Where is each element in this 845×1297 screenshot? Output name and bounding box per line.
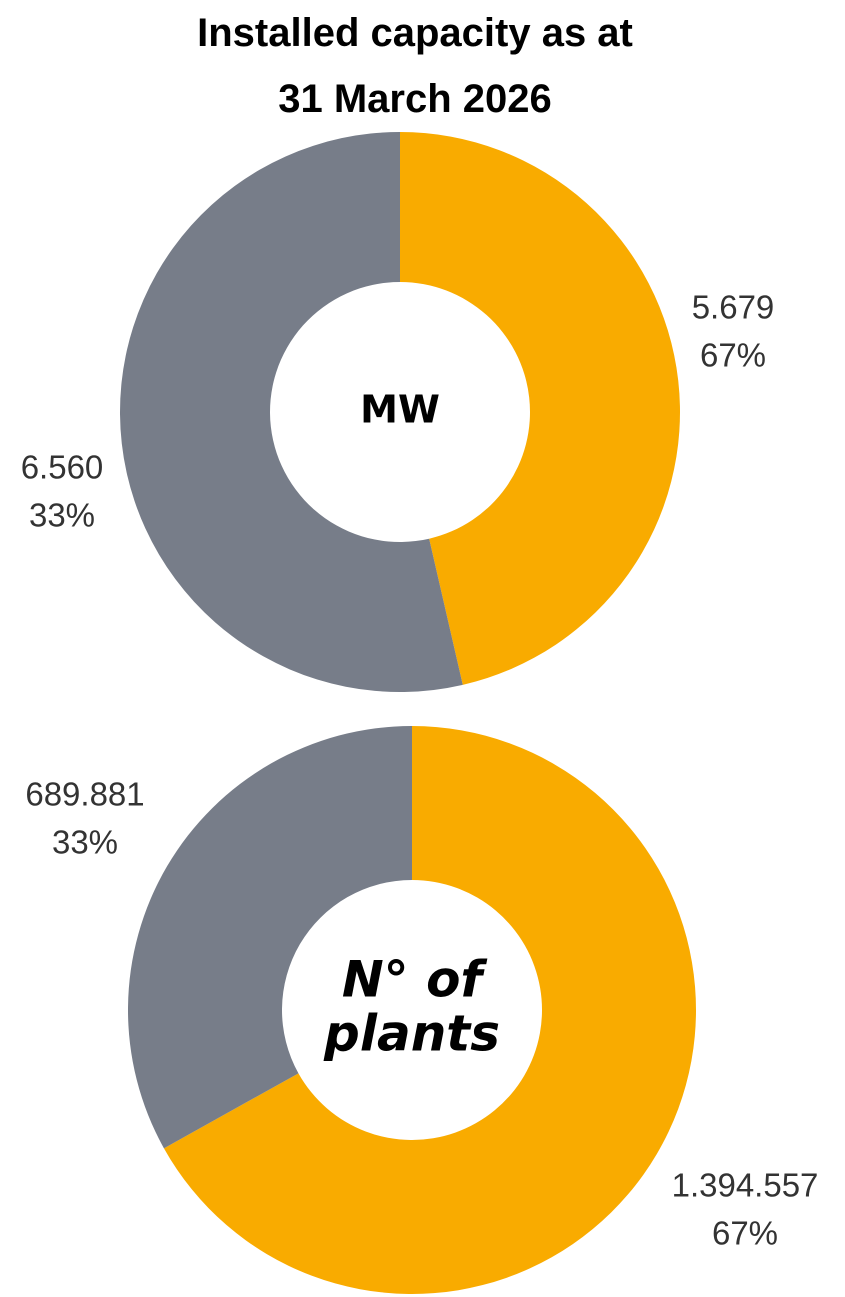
donut-slice: [120, 132, 463, 692]
value-label: 6.560: [21, 449, 104, 486]
percent-label: 67%: [712, 1215, 778, 1252]
center-label: plants: [323, 1005, 500, 1063]
value-label: 1.394.557: [672, 1167, 819, 1204]
donut-slice: [163, 726, 697, 1294]
center-label: N° of: [342, 951, 488, 1009]
percent-label: 33%: [52, 824, 118, 861]
donut-slice: [128, 726, 413, 1149]
value-label: 5.679: [692, 289, 775, 326]
value-label: 689.881: [25, 776, 144, 813]
center-label: MW: [360, 388, 440, 432]
chart-title: Installed capacity as at 31 March 2026: [197, 11, 633, 121]
percent-label: 67%: [700, 337, 766, 374]
percent-label: 33%: [29, 497, 95, 534]
donut-slice: [400, 132, 681, 685]
